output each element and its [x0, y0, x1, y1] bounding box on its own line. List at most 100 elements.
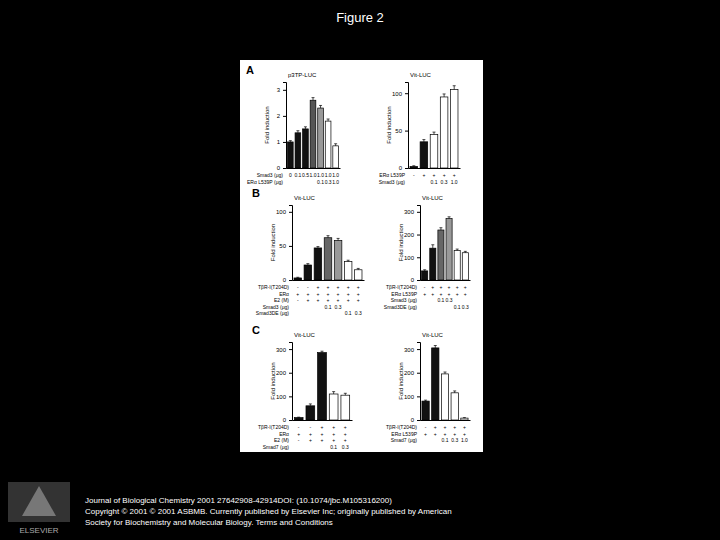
row-label: ERα L539P — [391, 431, 417, 437]
row-cell: + — [357, 291, 360, 297]
error-bar — [434, 346, 437, 348]
logo-tree — [22, 486, 56, 516]
row-label: E2 (M) — [274, 297, 289, 303]
panel-letter: A — [246, 64, 254, 76]
row-cell: + — [332, 424, 335, 430]
bar — [441, 374, 448, 420]
page-title: Figure 2 — [336, 10, 384, 25]
row-cell: + — [431, 284, 434, 290]
error-bar — [319, 105, 322, 108]
y-tick-mark — [289, 349, 292, 350]
row-cell: + — [422, 172, 425, 178]
bar — [341, 395, 350, 420]
row-cell: + — [453, 424, 456, 430]
row-cell: 0.3 — [335, 304, 342, 310]
y-tick-label: 50 — [395, 128, 402, 134]
plot-area — [422, 346, 468, 420]
row-cell: 0.1 — [454, 304, 461, 310]
y-tick: 100 — [404, 394, 420, 400]
error-bar — [453, 391, 456, 393]
row-cell: 1.0 — [317, 172, 324, 178]
row-cell: - — [424, 284, 426, 290]
publisher-logo — [8, 482, 70, 522]
y-axis-line — [283, 83, 287, 169]
y-axis-line — [289, 206, 293, 281]
y-tick-mark — [289, 280, 292, 281]
chart-title: Vit-LUC — [410, 72, 432, 78]
error-bar — [444, 372, 447, 374]
row-cell: 0 — [289, 172, 292, 178]
row-label: TβR-I(T204D) — [386, 424, 417, 430]
error-bar — [464, 251, 467, 252]
y-axis: 0100200300 — [276, 343, 293, 424]
y-tick-mark — [289, 246, 292, 247]
row-cell: 0.5 — [302, 172, 309, 178]
error-bar — [357, 268, 360, 269]
row-cell: 0.1 — [431, 179, 438, 185]
y-axis: 0100200300 — [404, 343, 421, 424]
row-cell: + — [344, 431, 347, 437]
row-cell: + — [296, 291, 299, 297]
panel-letter: C — [252, 324, 260, 336]
plot-area — [288, 98, 339, 168]
bar — [325, 121, 331, 168]
error-bar — [423, 270, 426, 271]
y-tick-label: 100 — [404, 255, 415, 261]
row-cell: + — [327, 284, 330, 290]
row-label: TβR-I(T204D) — [258, 284, 289, 290]
row-cell: + — [297, 431, 300, 437]
y-axis-title: Fold induction — [398, 362, 404, 399]
y-tick-mark — [417, 280, 420, 281]
row-cell: + — [337, 284, 340, 290]
y-tick-mark — [283, 142, 286, 143]
row-cell: + — [357, 284, 360, 290]
background — [0, 0, 720, 540]
y-tick: 200 — [276, 370, 292, 376]
error-bar — [309, 404, 312, 406]
error-bar — [304, 127, 307, 129]
error-bar — [312, 98, 315, 101]
bar — [306, 406, 315, 420]
chart: 050100Fold inductionVit-LUCERα L539P-+++… — [379, 72, 461, 185]
bar — [294, 418, 303, 420]
error-bar — [297, 417, 300, 418]
row-cell: + — [463, 424, 466, 430]
y-tick-mark — [289, 373, 292, 374]
plot-area — [422, 217, 469, 280]
error-bar — [327, 236, 330, 238]
row-cell: 0.1 — [437, 297, 444, 303]
error-bar — [433, 132, 436, 134]
y-tick-label: 0 — [411, 417, 415, 423]
panel-letter: B — [252, 187, 260, 199]
y-tick-label: 3 — [277, 87, 281, 93]
y-tick-label: 100 — [276, 394, 287, 400]
bar — [354, 270, 362, 280]
row-cell: + — [456, 291, 459, 297]
row-cell: - — [298, 437, 300, 443]
error-bar — [347, 260, 350, 261]
bar — [295, 133, 301, 168]
y-tick: 0 — [411, 277, 420, 283]
row-cell: + — [431, 291, 434, 297]
bar — [430, 248, 436, 280]
bar — [288, 142, 294, 168]
y-axis-title: Fold induction — [270, 362, 276, 399]
chart: 0100200300Fold inductionVit-LUCTβR-I(T20… — [386, 332, 470, 443]
row-cell: + — [306, 297, 309, 303]
row-label: ERα — [279, 431, 289, 437]
row-label: ERα L539P (μg) — [247, 179, 283, 185]
y-tick-label: 200 — [276, 370, 287, 376]
error-bar — [456, 249, 459, 250]
bar — [318, 108, 324, 168]
x-axis-line — [287, 168, 341, 169]
y-tick-mark — [417, 420, 420, 421]
y-tick-label: 50 — [279, 243, 286, 249]
row-cell: + — [463, 431, 466, 437]
y-axis-title: Fold induction — [264, 106, 270, 143]
chart-title: p3TP-LUC — [288, 72, 317, 78]
y-tick: 100 — [276, 394, 292, 400]
row-label: TβR-I(T204D) — [258, 424, 289, 430]
bar — [329, 394, 338, 420]
x-axis-line — [421, 280, 471, 281]
error-bar — [306, 264, 309, 265]
